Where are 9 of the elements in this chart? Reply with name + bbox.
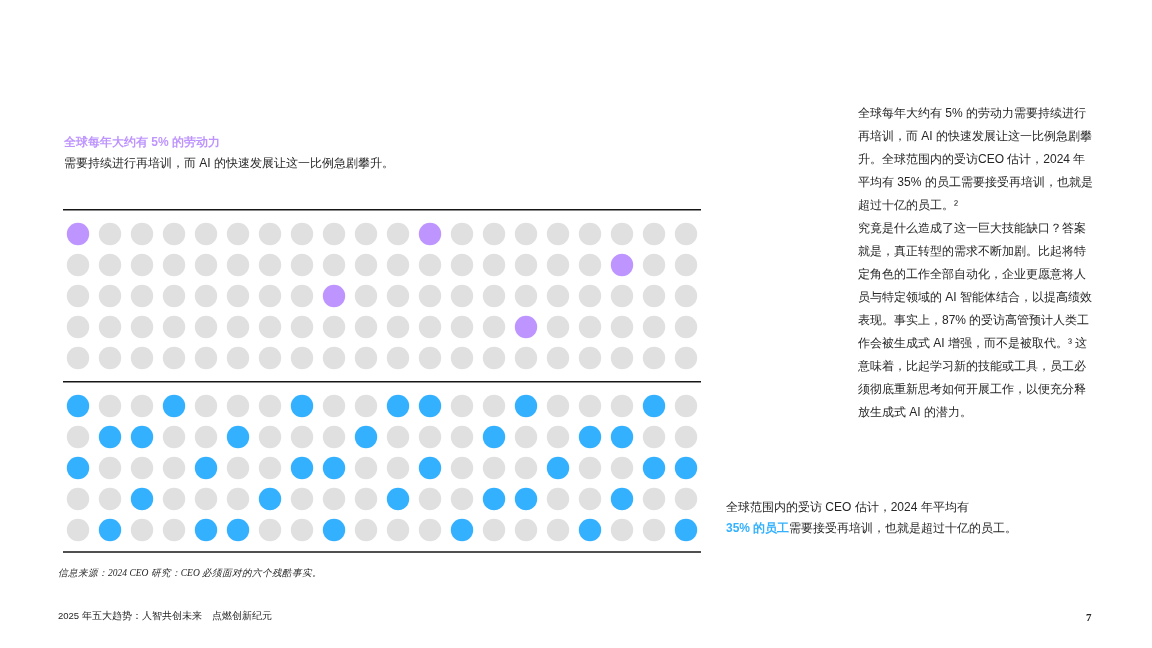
annotation: 全球每年大约有 5% 的劳动力需要持续进行再培训，而 AI 的快速发展让这一比例急剧攀升。全球范围内的受访CEO 估计，2024 年平均有 35% 的员工需要接受再培训，也就是超过十亿的员工。² (858, 105, 1094, 214)
annotation: 信息来源：2024 CEO 研究：CEO 必须面对的六个残酷事实。 (58, 567, 323, 580)
subtitle: 需要持续进行再培训，而 AI 的快速发展让这一比例急剧攀升。 (64, 156, 394, 170)
title: 全球范围内的受访 CEO 估计，2024 年平均有 (726, 500, 970, 514)
annotation: 2025 年五大趋势：人智共创未来 点燃创新纪元 (58, 610, 272, 623)
annotation: 7 (1086, 610, 1092, 625)
title: 全球每年大约有 (64, 135, 149, 149)
subtitle: 需要接受再培训，也就是超过十亿的员工。 (789, 521, 1018, 535)
annotation: 究竟是什么造成了这一巨大技能缺口？答案就是，真正转型的需求不断加剧。比起将特定角色的工作全部自动化，企业更愿意将人员与特定领域的 AI 智能体结合，以提高绩效表现。事实上，87% 的受访高管预计人类工作会被生成式 AI 增强，而不是被取代。³ 这意味着，比起学习新的技能或工具，员工必须彻底重新思考如何开展工作，以便充分释放生成式 AI 的潜力。 (858, 220, 1093, 421)
